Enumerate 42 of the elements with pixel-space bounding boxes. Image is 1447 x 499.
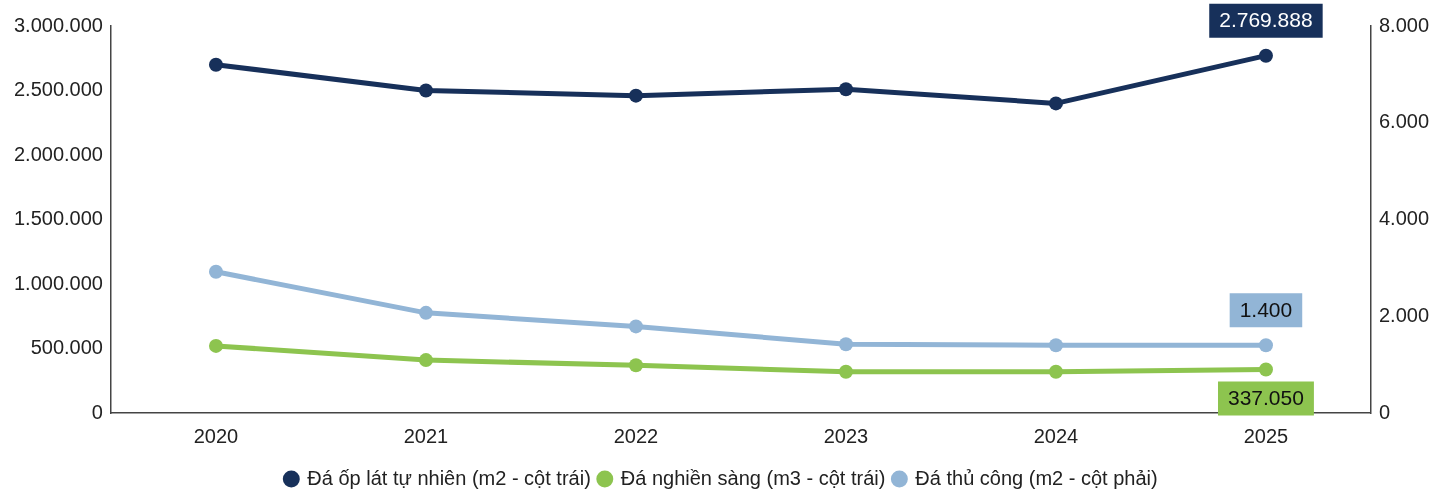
legend-label: Đá thủ công (m2 - cột phải) (915, 466, 1158, 489)
point (418, 353, 433, 368)
point (838, 337, 853, 352)
y-tick-label: 2.500.000 (13, 78, 103, 101)
y2-tick-label: 0 (1378, 400, 1391, 423)
point (628, 88, 643, 103)
x-tick-label: 2020 (193, 424, 239, 447)
data-label: 1.400 (1239, 298, 1293, 322)
point (1048, 338, 1063, 353)
y-tick-label: 2.000.000 (13, 142, 103, 165)
legend-label: Đá nghiền sàng (m3 - cột trái) (620, 466, 886, 489)
point (418, 83, 433, 98)
y-tick-label: 500.000 (30, 336, 103, 359)
point (1258, 338, 1273, 353)
point (208, 264, 223, 279)
y2-tick-label: 2.000 (1378, 303, 1430, 326)
point (208, 57, 223, 72)
y-tick-label: 3.000.000 (13, 13, 103, 36)
point (1258, 48, 1273, 63)
point (628, 319, 643, 334)
y-tick-label: 1.000.000 (13, 271, 103, 294)
point (418, 305, 433, 320)
point (838, 364, 853, 379)
x-tick-label: 2023 (823, 424, 869, 447)
y-tick-label: 0 (91, 400, 103, 423)
x-tick-label: 2021 (403, 424, 449, 447)
point (1048, 96, 1063, 111)
point (838, 82, 853, 97)
legend-label: Đá ốp lát tự nhiên (m2 - cột trái) (307, 466, 591, 489)
data-label: 337.050 (1227, 386, 1304, 410)
point (1258, 362, 1273, 377)
point (628, 358, 643, 373)
y2-tick-label: 8.000 (1378, 13, 1430, 36)
point (208, 338, 223, 353)
x-tick-label: 2024 (1033, 424, 1079, 447)
x-tick-label: 2022 (613, 424, 659, 447)
data-label: 2.769.888 (1219, 8, 1313, 32)
y2-tick-label: 4.000 (1378, 207, 1430, 230)
x-tick-label: 2025 (1243, 424, 1289, 447)
point (1048, 364, 1063, 379)
y-tick-label: 1.500.000 (13, 207, 103, 230)
y2-tick-label: 6.000 (1378, 110, 1430, 133)
